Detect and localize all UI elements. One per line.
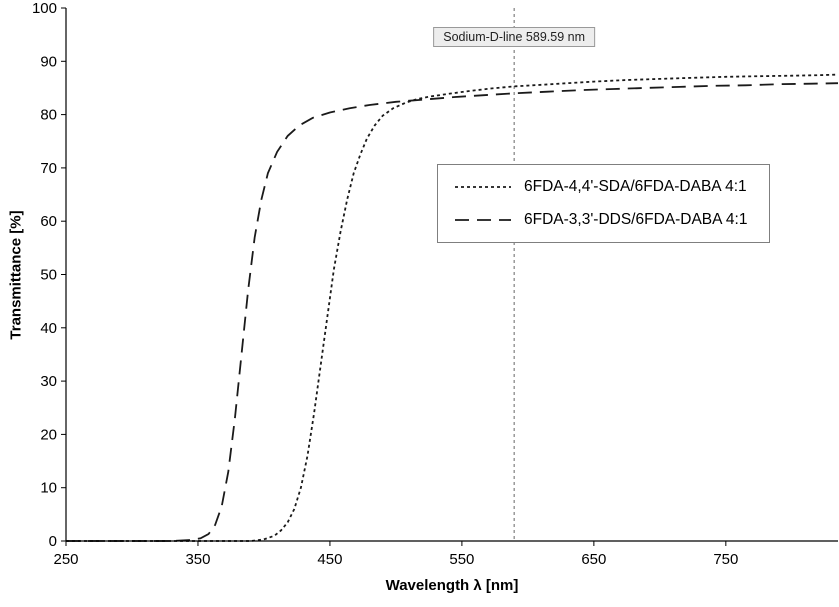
y-axis-title: Transmittance [%]: [7, 210, 25, 340]
x-tick-label: 650: [581, 551, 606, 568]
y-tick-label: 50: [40, 267, 57, 284]
x-axis-title: Wavelength λ [nm]: [385, 577, 519, 594]
sodium-d-line-label: Sodium-D-line 589.59 nm: [433, 27, 596, 47]
y-tick-label: 40: [40, 320, 57, 337]
x-tick-label: 550: [449, 551, 474, 568]
x-tick-label: 750: [713, 551, 738, 568]
legend: 6FDA-4,4'-SDA/6FDA-DABA 4:1 6FDA-3,3'-DD…: [437, 164, 771, 243]
legend-item: 6FDA-4,4'-SDA/6FDA-DABA 4:1: [454, 178, 747, 196]
legend-label: 6FDA-4,4'-SDA/6FDA-DABA 4:1: [524, 178, 747, 195]
legend-line-sample-short-dash: [455, 186, 511, 188]
y-tick-label: 100: [32, 0, 57, 17]
y-tick-label: 80: [40, 107, 57, 124]
series-line-0: [66, 73, 839, 542]
y-tick-label: 20: [40, 426, 57, 443]
legend-item: 6FDA-3,3'-DDS/6FDA-DABA 4:1: [454, 211, 747, 229]
x-tick-label: 350: [185, 551, 210, 568]
x-tick-label: 450: [317, 551, 342, 568]
y-tick-label: 60: [40, 213, 57, 230]
series-line-1: [66, 82, 839, 542]
y-tick-label: 10: [40, 480, 57, 497]
y-tick-label: 30: [40, 373, 57, 390]
legend-line-sample-long-dash: [455, 219, 511, 221]
x-tick-label: 250: [53, 551, 78, 568]
y-tick-label: 90: [40, 53, 57, 70]
y-tick-label: 70: [40, 160, 57, 177]
legend-label: 6FDA-3,3'-DDS/6FDA-DABA 4:1: [524, 211, 748, 228]
y-tick-label: 0: [49, 533, 57, 550]
